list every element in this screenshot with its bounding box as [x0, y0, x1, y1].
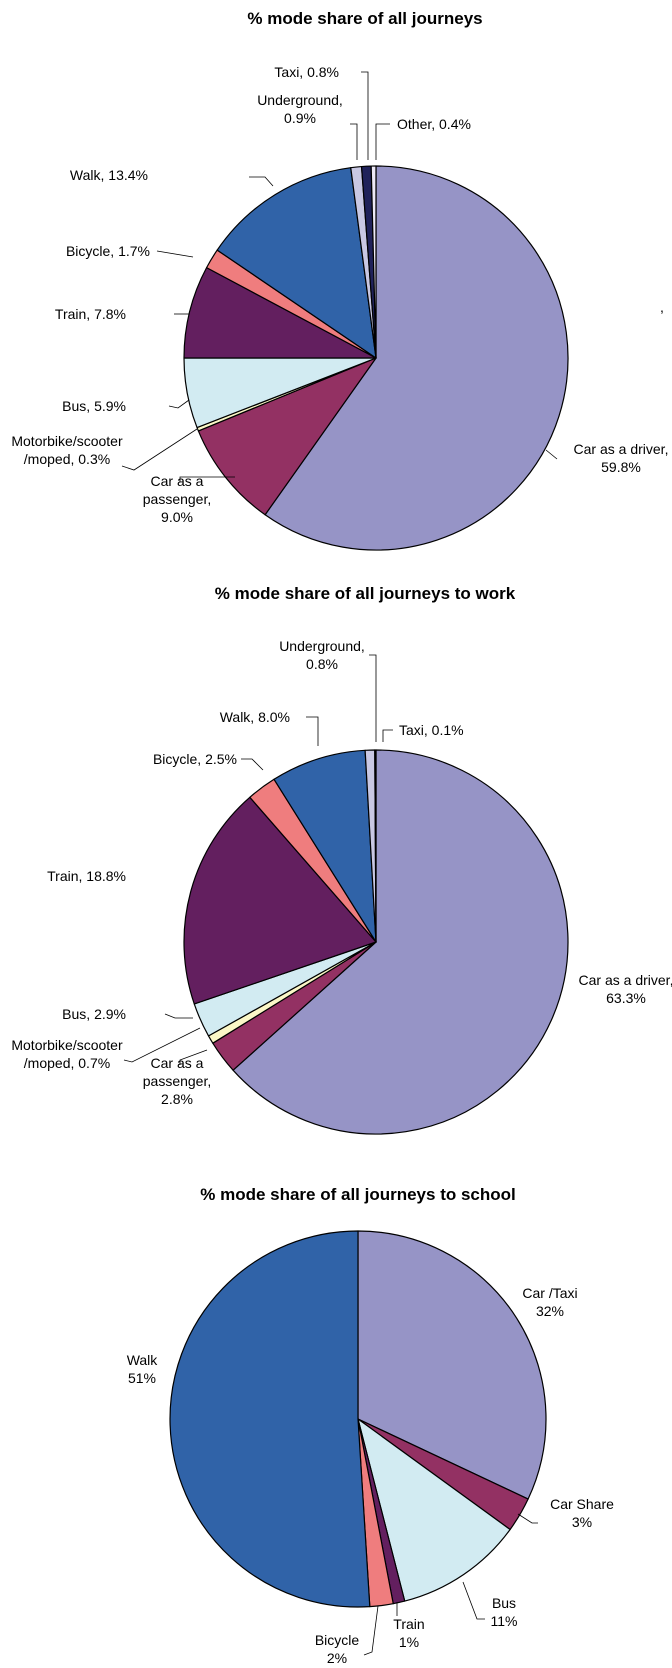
pie-slice: [357, 1230, 547, 1500]
slice-label: 59.8%: [601, 459, 641, 475]
stray-comma: ,: [660, 299, 664, 315]
pie-slice: [183, 267, 377, 359]
pie-chart-2: % mode share of all journeys to work Car …: [11, 584, 672, 1135]
slice-label: /moped, 0.7%: [24, 1055, 110, 1071]
leader-line: [382, 729, 393, 742]
leader-line: [462, 1581, 485, 1620]
chart-title: % mode share of all journeys to school: [200, 1185, 516, 1204]
slice-label: 11%: [491, 1613, 518, 1629]
leader-line: [517, 1513, 538, 1524]
leader-line: [164, 1013, 193, 1019]
slice-label: Bicycle, 2.5%: [153, 751, 237, 767]
slice-label: passenger,: [143, 1073, 212, 1089]
slice-label: Motorbike/scooter: [11, 433, 123, 449]
leader-line: [156, 250, 194, 258]
slice-label: Bus, 5.9%: [62, 398, 126, 414]
slice-label: 2%: [327, 1650, 347, 1666]
slice-label: Car as a driver,: [574, 441, 669, 457]
leader-line: [241, 758, 264, 771]
slice-label: Bus, 2.9%: [62, 1006, 126, 1022]
leader-line: [123, 1027, 201, 1063]
leader-line: [361, 71, 369, 160]
slice-label: Bus: [492, 1595, 516, 1611]
slice-label: 32%: [536, 1303, 564, 1319]
leader-line: [363, 1605, 379, 1656]
pie-slice: [370, 165, 377, 359]
slice-label: Train, 7.8%: [55, 306, 126, 322]
slice-label: Car as a driver,: [579, 972, 672, 988]
leader-line: [375, 123, 390, 160]
slice-label: Car as a: [151, 1055, 204, 1071]
slice-label: Other, 0.4%: [397, 116, 471, 132]
chart-title: % mode share of all journeys: [247, 9, 482, 28]
pie-slice: [216, 167, 377, 359]
slice-label: 51%: [128, 1370, 156, 1386]
pie-slice: [273, 749, 377, 943]
slice-label: Taxi, 0.1%: [399, 722, 464, 738]
slice-label: Underground,: [279, 638, 365, 654]
slice-label: /moped, 0.3%: [24, 451, 110, 467]
slice-label: Car Share: [550, 1496, 614, 1512]
pie-slice: [264, 165, 569, 551]
pie-chart-1: % mode share of all journeys Car as a dri…: [11, 9, 669, 551]
pie-slice: [183, 796, 377, 1005]
slice-label: Bicycle: [315, 1632, 360, 1648]
leader-line: [350, 123, 358, 160]
slice-label: Walk, 8.0%: [220, 709, 290, 725]
pie-slice: [197, 357, 377, 516]
pie-slice: [232, 749, 569, 1135]
slice-label: Underground,: [257, 92, 343, 108]
chart-title: % mode share of all journeys to work: [215, 584, 516, 603]
leader-line: [249, 176, 274, 187]
slice-label: Train, 18.8%: [47, 868, 126, 884]
slice-label: 9.0%: [161, 509, 193, 525]
pie-slice: [357, 1418, 511, 1602]
slice-label: 0.8%: [306, 656, 338, 672]
slice-label: Motorbike/scooter: [11, 1037, 123, 1053]
leader-line: [306, 716, 319, 746]
slice-label: Walk: [127, 1352, 159, 1368]
leader-line: [121, 428, 198, 471]
slice-label: Taxi, 0.8%: [274, 64, 339, 80]
slice-label: 3%: [572, 1514, 592, 1530]
leader-line: [168, 399, 190, 409]
slice-label: Bicycle, 1.7%: [66, 243, 150, 259]
pie-slice: [374, 749, 377, 943]
slice-label: 63.3%: [606, 990, 646, 1006]
leader-line: [545, 449, 558, 460]
slice-label: Walk, 13.4%: [70, 167, 148, 183]
slice-label: Car as a: [151, 473, 204, 489]
slice-label: Car /Taxi: [522, 1285, 577, 1301]
leader-line: [369, 654, 377, 742]
slice-label: Train: [393, 1616, 424, 1632]
pie-chart-3: % mode share of all journeys to school Ca…: [127, 1185, 614, 1666]
slice-label: 0.9%: [284, 110, 316, 126]
leader-line: [179, 1049, 208, 1065]
leader-line: [179, 476, 235, 482]
slice-label: 1%: [399, 1634, 419, 1650]
slice-label: 2.8%: [161, 1091, 193, 1107]
pie-slice: [169, 1230, 371, 1608]
slice-label: passenger,: [143, 491, 212, 507]
